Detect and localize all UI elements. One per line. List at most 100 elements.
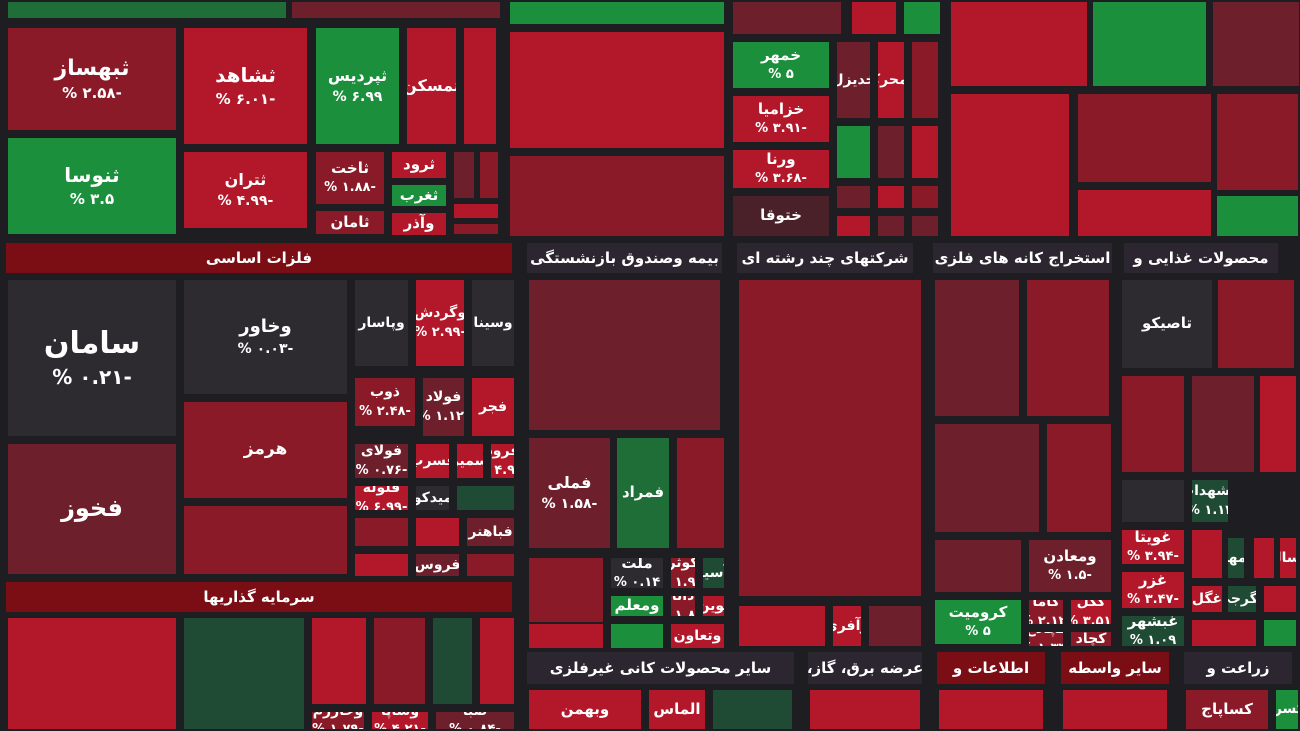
stock-tile[interactable]: وبهمن [527, 688, 643, 731]
stock-tile[interactable]: ختوقا [731, 194, 831, 238]
stock-tile[interactable] [508, 154, 726, 238]
sector-header[interactable]: سرمایه گذاریها [6, 582, 512, 612]
stock-tile[interactable]: خدیزل [835, 40, 872, 120]
stock-tile[interactable] [711, 688, 794, 731]
stock-tile[interactable]: فجر [470, 376, 516, 438]
stock-tile[interactable] [609, 622, 665, 650]
stock-tile[interactable] [1190, 618, 1258, 648]
stock-tile[interactable]: فسرب [414, 442, 451, 480]
stock-tile[interactable] [310, 616, 368, 706]
stock-tile[interactable] [675, 436, 726, 550]
stock-tile[interactable] [452, 222, 500, 236]
sector-header[interactable]: شرکتهای چند رشته ای [737, 243, 913, 273]
stock-tile[interactable] [937, 688, 1045, 731]
stock-tile[interactable] [1262, 618, 1298, 648]
stock-tile[interactable] [1120, 374, 1186, 474]
stock-tile[interactable]: ثغرب [390, 183, 448, 208]
stock-tile[interactable] [1258, 374, 1298, 474]
stock-tile[interactable]: وپاسار [353, 278, 410, 368]
sector-header[interactable]: بیمه وصندوق بازنشستگی [527, 243, 722, 273]
stock-tile[interactable] [835, 184, 872, 210]
stock-tile[interactable] [353, 516, 410, 548]
stock-tile[interactable] [502, 26, 506, 146]
stock-tile[interactable] [876, 184, 906, 210]
stock-tile[interactable] [182, 616, 306, 731]
stock-tile[interactable]: فخوز [6, 442, 178, 576]
stock-tile[interactable]: غشهداب ۱.۱۲ % [1190, 478, 1230, 524]
stock-tile[interactable] [1190, 528, 1224, 580]
stock-tile[interactable] [731, 0, 843, 36]
stock-tile[interactable]: فباهنر [465, 516, 516, 548]
sector-header[interactable]: سایر واسطه [1061, 652, 1169, 684]
stock-tile[interactable]: هرمز [182, 400, 349, 500]
stock-tile[interactable] [6, 0, 288, 20]
stock-tile[interactable]: وآذر [390, 211, 448, 237]
stock-tile[interactable]: ثرود [390, 150, 448, 180]
stock-tile[interactable] [353, 552, 410, 578]
stock-tile[interactable] [508, 0, 726, 26]
stock-tile[interactable]: خمحرکه [876, 40, 906, 120]
stock-tile[interactable]: فولاد -۱.۱۲ % [421, 376, 466, 438]
stock-tile[interactable]: ومعلم [609, 594, 665, 618]
stock-tile[interactable] [910, 184, 940, 210]
stock-tile[interactable]: کساپاج [1184, 688, 1270, 731]
stock-tile[interactable] [876, 124, 906, 180]
sector-header[interactable]: فلزات اساسی [6, 243, 512, 273]
stock-tile[interactable]: تاصیکو [1120, 278, 1214, 370]
stock-tile[interactable] [933, 278, 1021, 418]
stock-tile[interactable] [867, 604, 923, 648]
stock-tile[interactable] [933, 538, 1023, 594]
stock-tile[interactable]: کاما -۲.۱۲ % [1027, 598, 1065, 626]
stock-tile[interactable]: دانا -۱.۸۴ % [669, 594, 697, 618]
stock-tile[interactable]: میدکو [414, 484, 451, 512]
stock-tile[interactable]: وسینا [470, 278, 516, 368]
stock-tile[interactable] [414, 516, 461, 548]
stock-tile[interactable]: وتعاون [669, 622, 726, 650]
stock-tile[interactable]: وگردش -۲.۹۹ % [414, 278, 466, 368]
stock-tile[interactable]: ثتران -۴.۹۹ % [182, 150, 309, 230]
stock-tile[interactable] [372, 616, 427, 706]
sector-header[interactable]: محصولات غذایی و [1124, 243, 1278, 273]
stock-tile[interactable]: فولای -۰.۷۶ % [353, 442, 410, 480]
stock-tile[interactable] [1091, 0, 1208, 88]
stock-tile[interactable] [835, 214, 872, 238]
stock-tile[interactable] [478, 616, 516, 706]
stock-tile[interactable]: فملی -۱.۵۸ % [527, 436, 612, 550]
stock-tile[interactable] [1190, 374, 1256, 474]
stock-tile[interactable]: ومعادن -۱.۵ % [1027, 538, 1113, 594]
stock-tile[interactable] [1262, 584, 1298, 614]
stock-tile[interactable]: فروس [414, 552, 461, 578]
stock-tile[interactable]: خمهر ۵ % [731, 40, 831, 90]
stock-tile[interactable] [1215, 194, 1300, 238]
stock-tile[interactable] [876, 214, 906, 238]
stock-tile[interactable]: فلوله -۶.۹۹ % [353, 484, 410, 512]
stock-tile[interactable] [949, 0, 1089, 88]
stock-tile[interactable] [452, 150, 476, 200]
stock-tile[interactable]: اسمین [455, 442, 485, 480]
stock-tile[interactable]: فمراد [615, 436, 671, 550]
stock-tile[interactable] [465, 552, 516, 578]
stock-tile[interactable] [1215, 92, 1300, 192]
stock-tile[interactable]: غبشهر ۱.۰۹ % [1120, 614, 1186, 648]
stock-tile[interactable]: غویتا -۳.۹۴ % [1120, 528, 1186, 566]
stock-tile[interactable]: آسیا [701, 556, 726, 590]
sector-header[interactable]: زراعت و [1184, 652, 1292, 684]
stock-tile[interactable] [910, 124, 940, 180]
stock-tile[interactable]: کسرا [1274, 688, 1300, 731]
stock-tile[interactable] [478, 150, 500, 200]
stock-tile[interactable] [808, 688, 922, 731]
stock-tile[interactable] [527, 622, 605, 650]
stock-tile[interactable]: ثنوسا ۳.۵ % [6, 136, 178, 236]
stock-tile[interactable] [455, 484, 516, 512]
stock-tile[interactable]: کچاد [1069, 630, 1113, 648]
stock-tile[interactable] [1061, 688, 1169, 731]
stock-tile[interactable] [508, 30, 726, 150]
stock-tile[interactable] [949, 92, 1071, 238]
stock-tile[interactable]: ملت ۰.۱۴ % [609, 556, 665, 590]
stock-tile[interactable]: ثپردیس ۶.۹۹ % [314, 26, 401, 146]
stock-tile[interactable]: غسالم [1278, 536, 1298, 580]
stock-tile[interactable] [850, 0, 898, 36]
stock-tile[interactable]: غزر -۳.۴۷ % [1120, 570, 1186, 610]
stock-tile[interactable] [1025, 278, 1111, 418]
stock-tile[interactable] [182, 504, 349, 576]
